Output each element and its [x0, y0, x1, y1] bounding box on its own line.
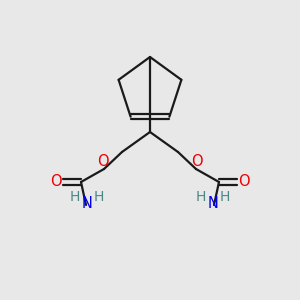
- Text: H: H: [220, 190, 230, 204]
- Text: H: H: [70, 190, 80, 204]
- Text: O: O: [191, 154, 203, 169]
- Text: O: O: [50, 175, 62, 190]
- Text: O: O: [97, 154, 109, 169]
- Text: N: N: [82, 196, 92, 211]
- Text: O: O: [238, 175, 250, 190]
- Text: H: H: [94, 190, 104, 204]
- Text: N: N: [208, 196, 218, 211]
- Text: H: H: [196, 190, 206, 204]
